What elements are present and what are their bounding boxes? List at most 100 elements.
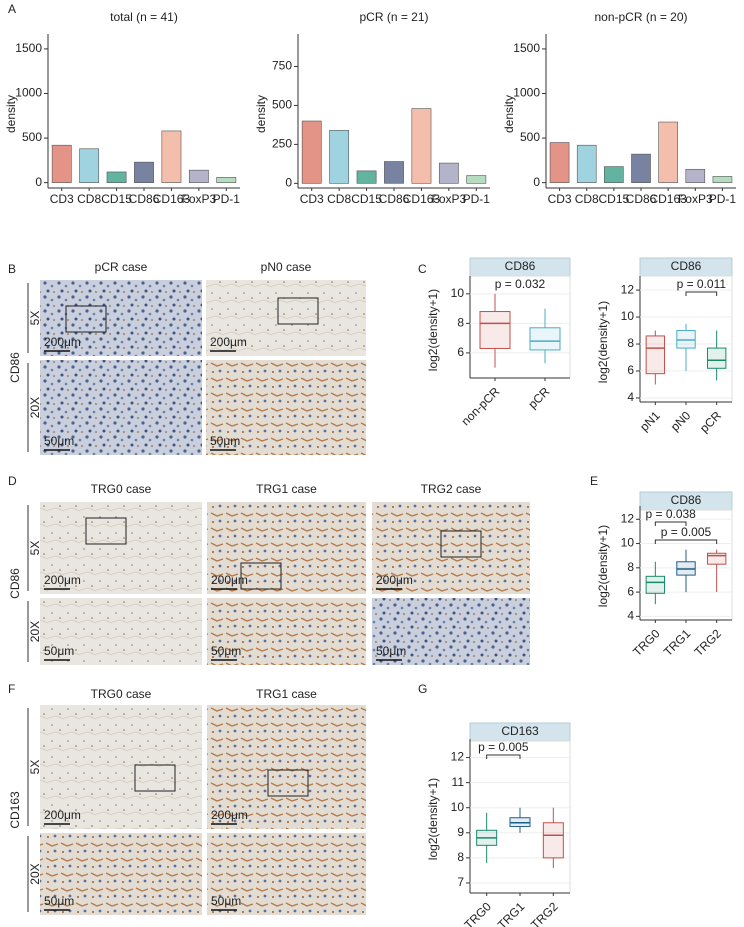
micrograph: [40, 280, 202, 356]
y-tick-label: 1500: [513, 41, 540, 55]
row-label: 20X: [28, 863, 42, 884]
x-tick-label: TRG0: [461, 899, 494, 927]
micrograph: [207, 502, 366, 594]
chart-title: total (n = 41): [110, 10, 178, 24]
bar: [301, 120, 322, 184]
micrograph: [207, 833, 366, 915]
panel-label: B: [8, 262, 16, 276]
x-tick-label: pCR: [697, 408, 724, 435]
bar: [51, 144, 72, 183]
micrograph: [206, 280, 366, 356]
panel-label: A: [8, 2, 16, 16]
y-tick-label: 750: [272, 59, 292, 73]
scale-label: 200μm: [44, 573, 81, 587]
bar: [466, 175, 487, 184]
box: [706, 552, 727, 565]
x-tick-label: FoxP3: [182, 192, 217, 206]
x-tick-label: pN0: [668, 408, 694, 434]
bar: [604, 166, 624, 183]
inset-box: [440, 530, 482, 558]
y-tick-label: 12: [451, 750, 465, 764]
x-tick-label: TRG2: [691, 626, 724, 659]
panel-label: D: [8, 474, 17, 488]
x-tick-label: CD3: [548, 192, 572, 206]
bar: [658, 121, 678, 183]
y-tick-label: 500: [22, 130, 42, 144]
box: [529, 327, 561, 351]
x-tick-label: CD86: [379, 192, 410, 206]
x-tick-label: CD163: [153, 192, 191, 206]
significance-bracket: [486, 754, 521, 759]
y-tick-label: 8: [457, 850, 464, 864]
y-tick-label: 1000: [513, 86, 540, 100]
y-tick-label: 6: [627, 584, 634, 598]
bar: [356, 170, 377, 184]
x-tick-label: TRG0: [630, 626, 663, 659]
y-tick-label: 500: [272, 98, 292, 112]
column-label: TRG0 case: [91, 482, 152, 496]
x-tick-label: CD8: [77, 192, 101, 206]
x-tick-label: CD163: [403, 192, 441, 206]
y-tick-label: 11: [452, 775, 465, 789]
panel-label: C: [418, 262, 427, 276]
column-label: TRG0 case: [91, 687, 152, 701]
x-tick-label: CD15: [351, 192, 382, 206]
column-label: TRG2 case: [421, 482, 482, 496]
y-tick-label: 6: [627, 363, 634, 377]
chart-title: CD86: [671, 493, 702, 507]
column-label: TRG1 case: [256, 687, 317, 701]
y-tick-label: 9: [457, 825, 464, 839]
bar: [438, 162, 459, 184]
x-tick-label: CD8: [575, 192, 599, 206]
scale-label: 200μm: [44, 335, 81, 349]
row-label: 20X: [28, 621, 42, 642]
p-value: p = 0.005: [661, 525, 712, 539]
y-tick-label: 0: [35, 175, 42, 189]
x-tick-label: PD-1: [709, 192, 737, 206]
y-tick-label: 1000: [15, 86, 42, 100]
bar: [384, 161, 404, 184]
y-tick-label: 12: [621, 511, 635, 525]
micrograph: [206, 360, 366, 455]
scale-label: 50μm: [211, 644, 241, 658]
y-axis-label: log2(density+1): [596, 525, 610, 607]
x-tick-label: pCR: [525, 384, 552, 411]
scale-label: 200μm: [376, 573, 413, 587]
marker-label: CD163: [8, 791, 22, 829]
y-axis-label: log2(density+1): [426, 289, 440, 371]
column-label: TRG1 case: [256, 482, 317, 496]
y-axis-label: log2(density+1): [426, 778, 440, 860]
x-tick-label: FoxP3: [678, 192, 713, 206]
box: [542, 822, 564, 859]
inset-box: [267, 769, 309, 797]
micrograph: [40, 360, 202, 455]
y-axis-label: density: [254, 95, 268, 133]
significance-bracket: [685, 291, 718, 296]
bar: [411, 108, 432, 184]
chart-title: non-pCR (n = 20): [594, 10, 687, 24]
y-tick-label: 6: [457, 345, 464, 359]
micrograph: [40, 502, 202, 594]
marker-label: CD86: [8, 352, 22, 383]
scale-label: 50μm: [210, 434, 240, 448]
bar: [329, 130, 350, 184]
chart-title: CD86: [671, 259, 702, 273]
panel-label: F: [8, 682, 15, 696]
bar: [685, 168, 706, 183]
chart-title: CD163: [501, 724, 539, 738]
bar: [188, 169, 209, 183]
box: [706, 347, 727, 369]
y-tick-label: 8: [457, 316, 464, 330]
column-label: pCR case: [95, 260, 148, 274]
y-axis-label: density: [4, 95, 18, 133]
y-tick-label: 12: [621, 282, 635, 296]
bar: [712, 176, 733, 183]
y-tick-label: 500: [520, 130, 540, 144]
panel-label: E: [590, 474, 598, 488]
y-tick-label: 0: [533, 175, 540, 189]
scale-label: 50μm: [44, 434, 74, 448]
y-axis-label: density: [502, 95, 516, 133]
significance-bracket: [654, 539, 718, 544]
y-tick-label: 7: [457, 875, 464, 889]
